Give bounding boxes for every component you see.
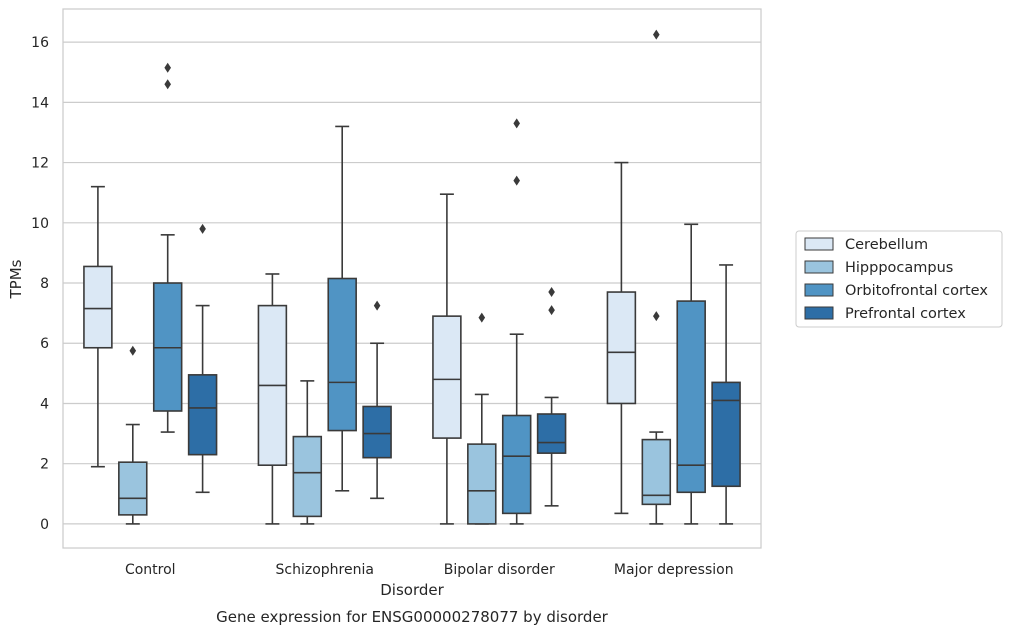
box-group — [606, 161, 637, 515]
box-group — [467, 312, 497, 525]
outlier-point — [164, 79, 171, 90]
box — [501, 414, 532, 515]
box — [606, 291, 637, 405]
y-axis-label: TPMs — [7, 259, 25, 299]
box — [676, 300, 706, 494]
y-tick-labels: 0 2 4 6 8 10 12 14 16 — [31, 35, 49, 533]
box-groups — [83, 29, 741, 525]
chart-caption: Gene expression for ENSG00000278077 by d… — [216, 608, 609, 626]
plot-frame — [62, 8, 762, 549]
legend-label: Cerebellum — [845, 237, 928, 253]
outlier-point — [548, 287, 555, 298]
box — [292, 435, 323, 518]
box-group — [432, 193, 462, 525]
box — [327, 277, 357, 432]
outlier-point — [199, 223, 206, 234]
box — [711, 381, 741, 488]
box-group — [187, 223, 218, 494]
box-group — [641, 29, 672, 525]
outlier-point — [653, 29, 660, 40]
box-group — [362, 300, 392, 500]
box-group — [292, 380, 323, 525]
legend-label: Prefrontal cortex — [845, 306, 966, 322]
legend-frame — [795, 230, 1003, 328]
y-tick-label: 12 — [31, 156, 49, 172]
y-tick-label: 10 — [31, 216, 49, 232]
outlier-point — [478, 312, 486, 323]
legend-swatch — [804, 237, 834, 251]
x-tick-label: Bipolar disorder — [444, 562, 555, 578]
box-group — [152, 62, 183, 433]
legend-swatch — [804, 283, 834, 297]
box-group — [257, 273, 288, 525]
box — [641, 438, 672, 506]
x-tick-label: Control — [125, 562, 176, 578]
outlier-point — [129, 345, 137, 356]
box — [467, 443, 497, 525]
outlier-point — [373, 300, 381, 311]
box — [362, 405, 392, 459]
legend-label: Orbitofrontal cortex — [845, 283, 988, 299]
box — [118, 461, 148, 516]
outlier-point — [548, 305, 555, 316]
y-tick-label: 16 — [31, 35, 49, 51]
x-tick-label: Schizophrenia — [276, 562, 374, 578]
box-group — [501, 118, 532, 525]
box-group — [711, 264, 741, 525]
x-tick-label: Major depression — [614, 562, 734, 578]
legend: Cerebellum Hipppocampus Orbitofrontal cort… — [795, 230, 1003, 328]
y-tick-label: 14 — [31, 95, 49, 111]
y-tick-label: 0 — [40, 517, 49, 533]
box — [432, 315, 462, 439]
box-group — [118, 345, 148, 525]
legend-swatch — [804, 306, 834, 320]
legend-label: Hipppocampus — [845, 260, 953, 276]
box — [83, 265, 113, 349]
y-tick-label: 6 — [40, 336, 49, 352]
y-tick-label: 8 — [40, 276, 49, 292]
outlier-point — [513, 118, 520, 129]
y-tick-label: 4 — [40, 396, 49, 412]
box-group — [83, 185, 113, 468]
x-axis-label: Disorder — [380, 581, 444, 599]
box — [187, 374, 218, 456]
box-group — [676, 223, 706, 525]
box-group — [536, 287, 567, 507]
box — [536, 413, 567, 454]
x-tick-labels: Control Schizophrenia Bipolar disorder Majo… — [125, 562, 734, 578]
outlier-point — [653, 311, 660, 322]
y-tick-label: 2 — [40, 457, 49, 473]
legend-swatch — [804, 260, 834, 274]
outlier-point — [513, 175, 520, 186]
box-group — [327, 125, 357, 492]
outlier-point — [164, 62, 171, 73]
